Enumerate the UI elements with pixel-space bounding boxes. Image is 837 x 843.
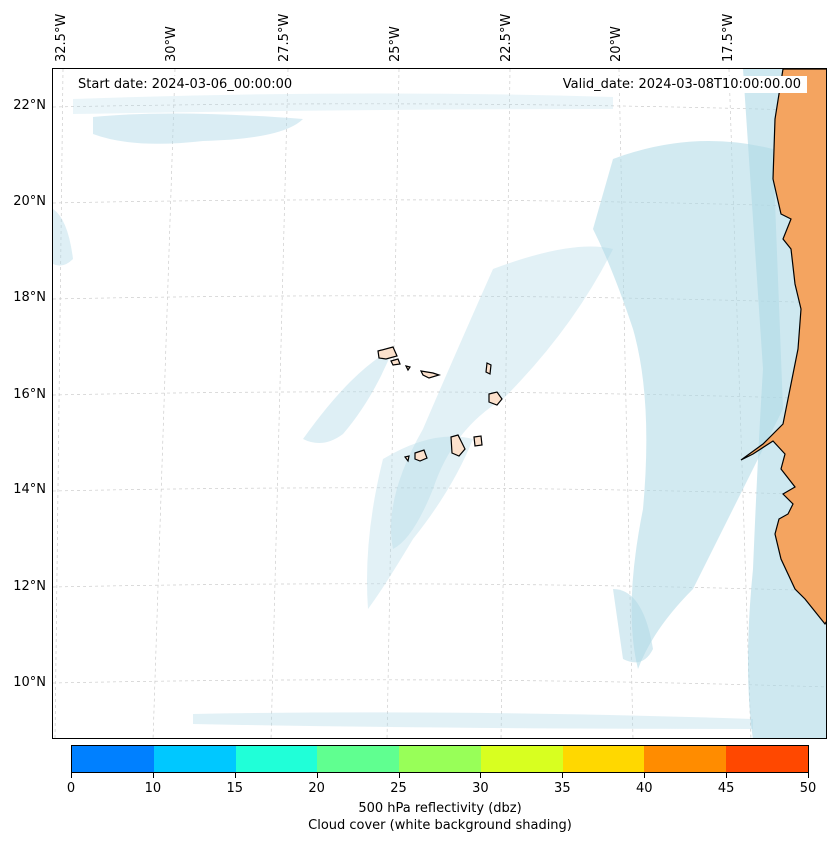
- start-date-label: Start date: 2024-03-06_00:00:00: [72, 76, 299, 93]
- colorbar-tick-label: 50: [799, 781, 817, 796]
- colorbar-segment: [72, 746, 154, 772]
- lat-label-16n: 16°N: [13, 387, 46, 402]
- cloud-cover: [53, 69, 826, 738]
- colorbar-segment: [317, 746, 400, 772]
- colorbar-tick: [562, 773, 564, 778]
- colorbar-tick: [644, 773, 646, 778]
- colorbar-tick-label: 25: [390, 781, 407, 796]
- colorbar-tick: [71, 773, 72, 778]
- colorbar-tick: [234, 773, 236, 778]
- colorbar-segment: [399, 746, 481, 772]
- colorbar-segment: [562, 746, 645, 772]
- lon-label-20w: 20°W: [609, 26, 624, 62]
- colorbar-segment: [726, 746, 809, 772]
- colorbar-title: 500 hPa reflectivity (dbz): [358, 801, 522, 816]
- colorbar-tick: [726, 773, 728, 778]
- map-panel: [52, 68, 827, 739]
- lon-label-22.5w: 22.5°W: [499, 13, 514, 62]
- lat-label-22n: 22°N: [13, 98, 46, 113]
- colorbar-tick-label: 45: [717, 781, 735, 796]
- colorbar-segment: [235, 746, 318, 772]
- colorbar: [71, 745, 809, 773]
- lat-label-12n: 12°N: [13, 579, 46, 594]
- lon-label-32.5w: 32.5°W: [54, 13, 69, 62]
- colorbar-tick-label: 40: [635, 781, 653, 796]
- africa-land: [740, 69, 826, 626]
- lon-label-30w: 30°W: [164, 26, 179, 62]
- lat-label-20n: 20°N: [13, 194, 46, 209]
- lat-label-18n: 18°N: [13, 290, 46, 305]
- valid-date-label: Valid_date: 2024-03-08T10:00:00.00: [556, 76, 807, 93]
- colorbar-tick: [152, 773, 154, 778]
- lon-label-25w: 25°W: [388, 26, 403, 62]
- colorbar-tick-label: 10: [144, 781, 162, 796]
- colorbar-segment: [644, 746, 727, 772]
- colorbar-tick-label: 30: [472, 781, 489, 796]
- colorbar-tick-label: 0: [66, 781, 76, 796]
- colorbar-tick: [808, 773, 809, 778]
- lon-label-17.5w: 17.5°W: [721, 13, 736, 62]
- cape-verde-islands: [377, 346, 503, 463]
- colorbar-tick: [480, 773, 482, 778]
- colorbar-segment: [153, 746, 236, 772]
- lat-label-10n: 10°N: [13, 675, 46, 690]
- colorbar-segment: [480, 746, 563, 772]
- colorbar-subtitle: Cloud cover (white background shading): [308, 818, 572, 833]
- colorbar-tick-label: 20: [308, 781, 325, 796]
- colorbar-tick-label: 15: [226, 781, 244, 796]
- map-canvas: [53, 69, 826, 738]
- colorbar-tick-label: 35: [554, 781, 571, 796]
- colorbar-tick: [398, 773, 400, 778]
- colorbar-tick: [316, 773, 318, 778]
- lon-label-27.5w: 27.5°W: [277, 13, 292, 62]
- lat-label-14n: 14°N: [13, 482, 46, 497]
